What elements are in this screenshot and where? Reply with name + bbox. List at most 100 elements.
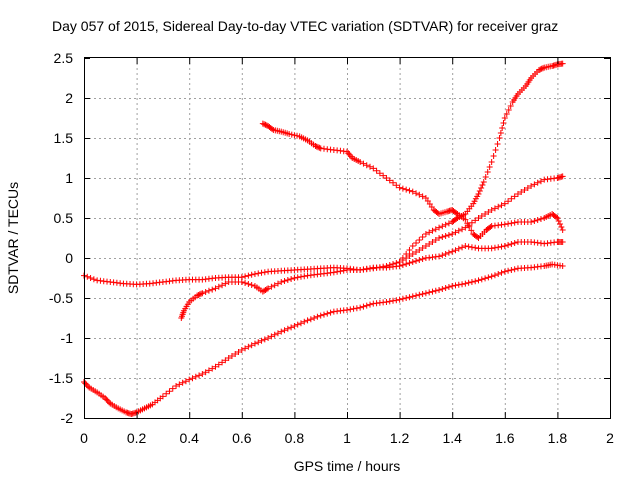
data-point bbox=[353, 305, 360, 312]
data-point bbox=[196, 291, 203, 298]
data-point bbox=[413, 292, 420, 299]
x-tick-label: 1.6 bbox=[495, 430, 515, 446]
data-point bbox=[265, 285, 272, 292]
data-point bbox=[503, 111, 510, 117]
data-point bbox=[340, 267, 347, 274]
x-tick-label: 2 bbox=[606, 430, 614, 446]
data-point bbox=[498, 243, 505, 250]
data-point bbox=[426, 241, 433, 247]
data-point bbox=[453, 210, 460, 216]
data-point bbox=[383, 263, 390, 269]
data-point bbox=[518, 189, 525, 195]
data-point bbox=[363, 302, 370, 309]
data-point bbox=[281, 278, 288, 284]
data-point bbox=[554, 215, 561, 221]
data-point bbox=[399, 295, 406, 302]
data-point bbox=[429, 288, 436, 295]
data-point bbox=[439, 223, 446, 230]
data-point bbox=[373, 264, 380, 271]
data-point bbox=[251, 271, 258, 277]
data-point bbox=[399, 255, 406, 261]
y-tick-label: -1.5 bbox=[49, 370, 73, 386]
data-point bbox=[472, 244, 479, 251]
y-axis-label: SDTVAR / TECUs bbox=[5, 182, 21, 294]
data-point bbox=[496, 135, 503, 141]
data-point bbox=[390, 297, 397, 304]
data-point bbox=[406, 187, 413, 194]
data-point bbox=[416, 191, 423, 198]
data-point bbox=[294, 132, 301, 139]
data-point bbox=[350, 305, 357, 312]
data-point bbox=[462, 224, 469, 231]
data-point bbox=[455, 281, 462, 288]
data-point bbox=[468, 279, 475, 285]
data-point bbox=[194, 292, 201, 299]
data-point bbox=[360, 303, 367, 310]
data-point bbox=[426, 229, 433, 236]
data-point bbox=[555, 218, 562, 224]
data-point bbox=[215, 283, 222, 290]
data-point bbox=[271, 331, 278, 338]
data-point bbox=[472, 278, 479, 285]
data-point bbox=[173, 383, 180, 389]
data-point bbox=[495, 203, 502, 210]
data-point bbox=[294, 321, 301, 328]
data-point bbox=[559, 227, 566, 233]
data-point bbox=[242, 345, 249, 352]
data-point bbox=[380, 263, 387, 270]
data-point bbox=[528, 219, 535, 225]
data-point bbox=[286, 131, 293, 137]
data-point bbox=[386, 177, 393, 184]
data-point bbox=[344, 148, 350, 155]
data-point bbox=[179, 379, 186, 386]
data-point bbox=[393, 297, 400, 304]
data-point bbox=[103, 396, 110, 403]
data-point bbox=[436, 253, 443, 260]
data-point bbox=[495, 244, 502, 251]
data-point bbox=[297, 273, 304, 280]
data-point bbox=[271, 282, 278, 289]
data-point bbox=[245, 272, 252, 279]
data-point bbox=[419, 234, 426, 240]
data-point bbox=[344, 307, 350, 313]
data-point bbox=[301, 273, 308, 280]
data-point bbox=[482, 211, 489, 217]
data-point bbox=[511, 219, 518, 226]
data-point bbox=[488, 159, 495, 165]
data-point bbox=[490, 153, 497, 159]
data-point bbox=[268, 283, 275, 290]
data-point bbox=[537, 216, 544, 222]
data-point bbox=[488, 207, 495, 213]
x-tick-label: 0 bbox=[80, 430, 88, 446]
data-point bbox=[242, 280, 249, 286]
data-point bbox=[413, 190, 420, 197]
data-point bbox=[409, 251, 416, 257]
data-point bbox=[476, 188, 483, 194]
data-point bbox=[192, 373, 199, 380]
data-point bbox=[498, 269, 505, 276]
data-point bbox=[468, 227, 475, 234]
grid-lines bbox=[84, 58, 610, 418]
data-point bbox=[376, 264, 383, 271]
data-point bbox=[312, 143, 319, 149]
data-point bbox=[534, 179, 541, 186]
y-axis: -2 -1.5 -1 -0.5 0 0.5 1 1.5 2 2.5 bbox=[49, 50, 610, 426]
data-point bbox=[508, 195, 515, 202]
data-point bbox=[311, 315, 318, 321]
data-point bbox=[82, 380, 89, 387]
y-tick-label: -2 bbox=[61, 410, 74, 426]
y-tick-label: 1 bbox=[65, 170, 73, 186]
data-point bbox=[524, 185, 531, 191]
data-point bbox=[104, 397, 111, 404]
data-point bbox=[334, 268, 341, 275]
data-point bbox=[316, 144, 323, 151]
series-satellite-track-3 bbox=[178, 173, 566, 321]
data-point bbox=[376, 170, 383, 177]
data-point bbox=[313, 143, 320, 150]
data-point bbox=[559, 60, 566, 67]
y-tick-label: 2.5 bbox=[54, 50, 74, 66]
data-point bbox=[337, 268, 344, 275]
data-point bbox=[274, 280, 281, 287]
data-point bbox=[360, 160, 367, 167]
data-point bbox=[455, 245, 462, 252]
